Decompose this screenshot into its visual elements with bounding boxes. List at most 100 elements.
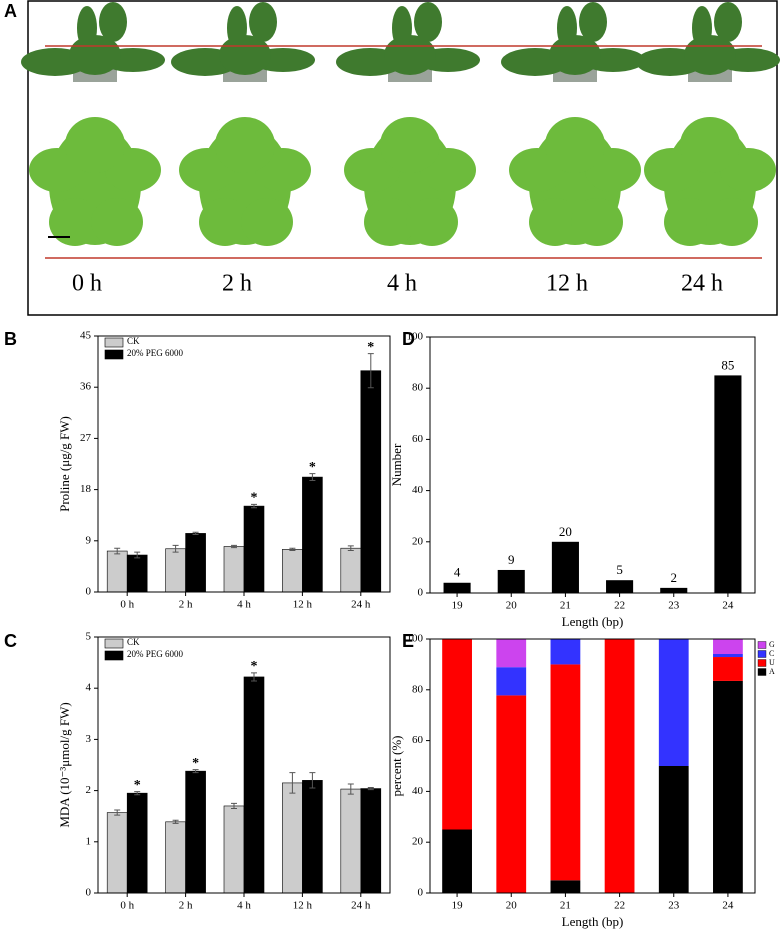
plot-frame: [97, 636, 391, 894]
bar: [185, 533, 206, 593]
y-tick-label: 0: [86, 887, 92, 899]
time-label: 4 h: [387, 271, 417, 297]
error-bar: [231, 802, 237, 810]
y-tick-label: 40: [412, 785, 424, 797]
bar: [223, 805, 245, 894]
bar-segment: [658, 766, 689, 893]
y-tick-label: 80: [412, 683, 424, 695]
legend-swatch: [757, 659, 767, 667]
x-tick-label: 20: [506, 900, 518, 912]
bar: [282, 782, 303, 894]
y-tick-label: 40: [412, 484, 424, 496]
x-tick-label: 4 h: [237, 900, 251, 912]
plot-frame: [97, 335, 391, 593]
time-label: 2 h: [222, 271, 252, 297]
significance-mark: *: [251, 491, 258, 506]
error-bar: [289, 547, 296, 551]
y-tick-label: 5: [86, 631, 92, 643]
leaf: [579, 2, 607, 42]
y-axis-label: Proline (μg/g FW): [57, 416, 72, 512]
bar: [606, 580, 634, 593]
x-tick-label: 24: [722, 900, 734, 912]
leaf: [414, 2, 442, 42]
legend-swatch: [104, 638, 124, 649]
y-tick-label: 60: [412, 433, 424, 445]
bar: [360, 370, 382, 593]
error-bar: [114, 809, 121, 816]
leaf: [199, 198, 251, 246]
x-tick-label: 22: [614, 600, 625, 612]
leaf: [557, 6, 577, 50]
leaf: [215, 117, 275, 173]
bar: [302, 780, 323, 894]
error-bar: [192, 531, 199, 536]
error-bar: [231, 544, 237, 549]
leaf: [529, 198, 581, 246]
leaf: [392, 6, 412, 50]
bar-segment: [658, 639, 689, 766]
panel-label: B: [4, 329, 17, 349]
bar-segment: [713, 653, 743, 658]
bar-segment: [496, 695, 527, 893]
legend-label: C: [769, 649, 774, 658]
bar: [340, 788, 362, 894]
y-tick-label: 20: [412, 535, 424, 547]
leaf: [692, 6, 712, 50]
data-label: 4: [454, 565, 461, 580]
x-tick-label: 22: [614, 900, 625, 912]
panel-label: A: [4, 1, 17, 21]
significance-mark: *: [251, 659, 258, 674]
significance-mark: *: [134, 778, 141, 793]
x-tick-label: 4 h: [237, 599, 251, 611]
leaf: [364, 198, 416, 246]
data-label: 20: [559, 524, 572, 539]
x-tick-label: 21: [560, 600, 571, 612]
y-tick-label: 36: [80, 381, 92, 393]
leaf: [77, 6, 97, 50]
y-axis-label: MDA (10⁻³μmol/g FW): [57, 702, 72, 827]
x-tick-label: 24 h: [351, 900, 371, 912]
bar-segment: [713, 680, 743, 893]
x-tick-label: 2 h: [179, 599, 193, 611]
time-label: 0 h: [72, 271, 102, 297]
error-bar: [192, 769, 199, 774]
x-axis-label: Length (bp): [562, 614, 624, 629]
y-tick-label: 100: [407, 331, 424, 343]
x-tick-label: 2 h: [179, 900, 193, 912]
y-tick-label: 2: [86, 784, 92, 796]
y-tick-label: 0: [86, 586, 92, 598]
error-bar: [289, 772, 296, 794]
error-bar: [134, 551, 141, 559]
bar-segment: [496, 639, 527, 668]
leaf: [227, 6, 247, 50]
bar: [714, 375, 742, 593]
legend-swatch: [104, 650, 124, 661]
leaf: [664, 198, 716, 246]
bar: [126, 554, 148, 593]
error-bar: [309, 473, 316, 481]
y-tick-label: 0: [418, 587, 424, 599]
legend-label: 20% PEG 6000: [127, 649, 183, 659]
bar-segment: [713, 639, 743, 654]
bar: [106, 550, 128, 593]
x-tick-label: 20: [506, 600, 518, 612]
bar-segment: [550, 639, 581, 665]
y-tick-label: 27: [80, 432, 92, 444]
bar-segment: [550, 664, 581, 881]
error-bar: [347, 783, 354, 795]
legend-swatch: [104, 337, 124, 348]
error-bar: [251, 672, 257, 682]
bar: [165, 821, 186, 894]
x-tick-label: 24 h: [351, 599, 371, 611]
panel-label: C: [4, 631, 17, 651]
y-tick-label: 20: [412, 836, 424, 848]
x-axis-label: Length (bp): [562, 914, 624, 929]
leaf: [545, 117, 605, 173]
y-tick-label: 0: [418, 887, 424, 899]
y-tick-label: 45: [80, 330, 92, 342]
x-tick-label: 21: [560, 900, 571, 912]
y-tick-label: 60: [412, 734, 424, 746]
bar: [340, 547, 362, 593]
bar: [443, 582, 471, 593]
